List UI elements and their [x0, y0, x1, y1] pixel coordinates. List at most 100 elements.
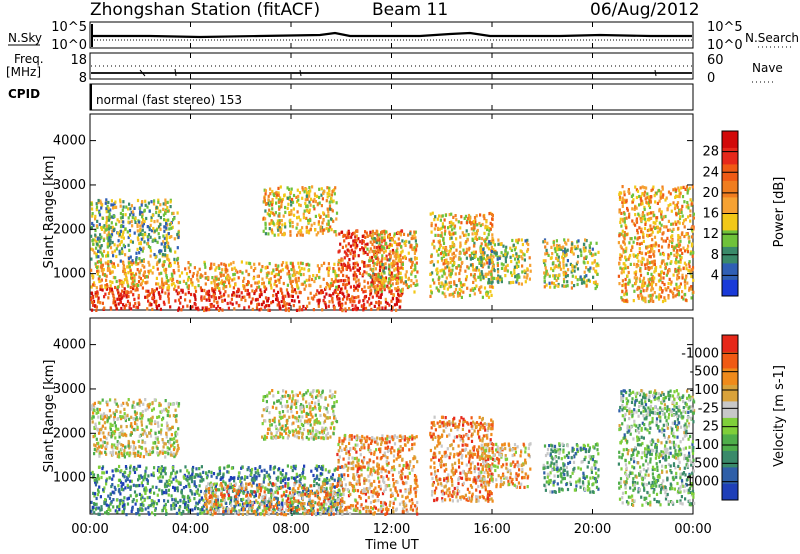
- range-gate-cell: [196, 512, 199, 516]
- range-gate-cell: [106, 224, 109, 228]
- range-gate-cell: [480, 250, 483, 254]
- range-gate-cell: [299, 273, 302, 277]
- range-gate-cell: [272, 506, 275, 511]
- range-gate-cell: [157, 232, 160, 236]
- range-gate-cell: [330, 294, 333, 298]
- range-gate-cell: [107, 494, 110, 498]
- range-gate-cell: [378, 303, 381, 307]
- range-gate-cell: [199, 275, 202, 279]
- range-gate-cell: [356, 268, 359, 272]
- range-gate-cell: [281, 479, 285, 483]
- range-gate-cell: [384, 306, 387, 310]
- range-gate-cell: [127, 207, 130, 211]
- range-gate-cell: [550, 245, 553, 249]
- range-gate-cell: [684, 276, 688, 280]
- range-gate-cell: [258, 293, 261, 297]
- range-gate-cell: [588, 244, 591, 248]
- range-gate-cell: [300, 230, 303, 234]
- range-gate-cell: [488, 285, 492, 289]
- range-gate-cell: [523, 253, 526, 257]
- range-gate-cell: [318, 477, 321, 481]
- range-gate-cell: [229, 284, 232, 288]
- scatter-region-3: [262, 185, 339, 237]
- range-gate-cell: [678, 221, 681, 225]
- range-gate-cell: [164, 201, 167, 205]
- range-gate-cell: [675, 188, 678, 192]
- range-gate-cell: [205, 471, 208, 475]
- range-gate-cell: [276, 497, 279, 501]
- range-gate-cell: [640, 262, 643, 266]
- range-gate-cell: [397, 242, 400, 246]
- range-gate-cell: [688, 186, 691, 190]
- range-gate-cell: [315, 274, 318, 278]
- range-gate-cell: [620, 296, 623, 300]
- range-gate-cell: [626, 274, 629, 278]
- range-gate-cell: [180, 271, 184, 275]
- range-gate-cell: [342, 283, 345, 287]
- range-gate-cell: [245, 269, 248, 273]
- range-gate-cell: [388, 267, 391, 271]
- range-gate-cell: [336, 295, 339, 299]
- range-gate-cell: [444, 213, 447, 217]
- range-gate-cell: [120, 306, 123, 311]
- range-gate-cell: [646, 284, 649, 288]
- range-gate-cell: [163, 229, 166, 233]
- range-gate-cell: [340, 279, 343, 283]
- range-gate-cell: [624, 266, 627, 270]
- range-gate-cell: [113, 249, 116, 253]
- range-gate-cell: [687, 244, 690, 248]
- range-gate-cell: [467, 233, 470, 237]
- range-gate-cell: [561, 284, 564, 288]
- range-gate-cell: [444, 250, 447, 254]
- range-gate-cell: [639, 202, 643, 206]
- range-gate-cell: [321, 197, 324, 201]
- range-gate-cell: [356, 243, 359, 248]
- range-gate-cell: [621, 196, 624, 200]
- range-gate-cell: [452, 256, 455, 260]
- range-gate-cell: [176, 211, 179, 215]
- range-gate-cell: [120, 235, 123, 239]
- range-gate-cell: [287, 477, 290, 481]
- range-gate-cell: [520, 255, 523, 259]
- range-gate-cell: [204, 271, 207, 275]
- range-gate-cell: [328, 469, 331, 473]
- range-gate-cell: [484, 239, 487, 244]
- range-gate-cell: [688, 286, 691, 290]
- range-gate-cell: [253, 262, 256, 266]
- range-gate-cell: [147, 299, 150, 303]
- range-gate-cell: [293, 299, 296, 303]
- range-gate-cell: [684, 292, 687, 297]
- range-gate-cell: [345, 274, 348, 278]
- range-gate-cell: [296, 210, 299, 214]
- range-gate-cell: [268, 213, 271, 217]
- colorbar-swatch: [722, 180, 738, 198]
- range-gate-cell: [543, 271, 546, 275]
- range-gate-cell: [401, 262, 404, 266]
- range-gate-cell: [268, 281, 271, 285]
- range-gate-cell: [339, 307, 342, 311]
- range-gate-cell: [304, 476, 307, 480]
- range-gate-cell: [376, 307, 379, 311]
- range-gate-cell: [377, 257, 380, 262]
- range-gate-cell: [175, 479, 178, 483]
- range-gate-cell: [210, 474, 213, 478]
- range-gate-cell: [120, 224, 123, 228]
- range-gate-cell: [312, 199, 315, 203]
- range-gate-cell: [576, 240, 579, 244]
- range-gate-cell: [414, 275, 417, 279]
- range-gate-cell: [644, 296, 647, 300]
- range-gate-cell: [147, 201, 150, 205]
- range-gate-cell: [152, 226, 155, 231]
- range-gate-cell: [211, 489, 215, 493]
- range-gate-cell: [146, 294, 149, 298]
- range-gate-cell: [402, 232, 406, 236]
- range-gate-cell: [623, 217, 626, 221]
- range-gate-cell: [636, 189, 640, 193]
- range-gate-cell: [390, 289, 393, 293]
- range-gate-cell: [591, 261, 594, 265]
- range-gate-cell: [685, 232, 688, 237]
- range-gate-cell: [347, 229, 350, 233]
- range-gate-cell: [450, 236, 453, 240]
- range-gate-cell: [460, 295, 463, 299]
- range-gate-cell: [388, 303, 391, 307]
